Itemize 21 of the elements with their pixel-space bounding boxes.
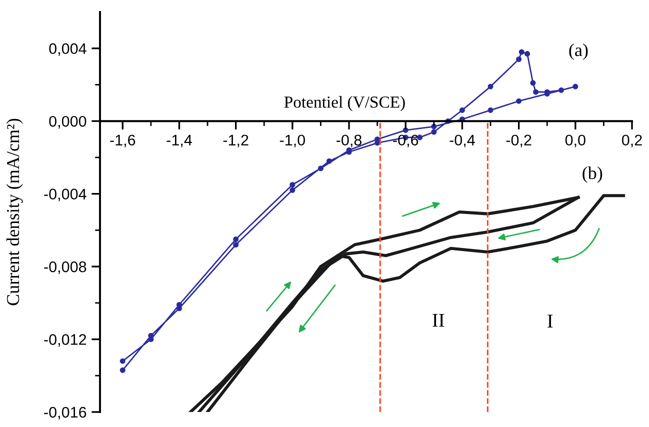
y-tick-label: -0,004	[44, 188, 86, 202]
y-tick-label: 0,000	[49, 116, 86, 129]
y-tick-label: -0,008	[44, 261, 86, 274]
y-axis-title: Current density (mA/cm²)	[6, 118, 23, 306]
x-tick-label: -0,2	[506, 134, 532, 148]
x-axis-title: Potentiel (V/SCE)	[284, 96, 405, 112]
y-tick-label: -0,012	[44, 334, 86, 347]
series-label: (b)	[582, 166, 602, 183]
x-tick-label: -0,8	[336, 134, 362, 148]
y-tick-label: -0,016	[44, 406, 86, 420]
x-tick-label: -1,4	[166, 134, 192, 148]
y-tick-label: 0,004	[49, 43, 86, 56]
x-tick-label: -1,0	[280, 134, 305, 148]
x-tick-label: 0,0	[565, 134, 586, 148]
x-tick-label: -1,2	[223, 134, 248, 148]
x-tick-label: 0,2	[622, 134, 642, 148]
x-tick-label: -0,4	[450, 134, 475, 148]
annotation: I	[548, 314, 553, 328]
annotation: II	[432, 314, 444, 327]
series-label: (a)	[569, 43, 588, 60]
x-tick-label: -1,6	[110, 134, 136, 148]
